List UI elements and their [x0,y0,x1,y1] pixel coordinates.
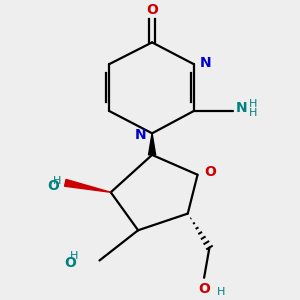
Text: H: H [249,108,257,118]
Polygon shape [148,133,156,155]
Text: O: O [204,165,216,179]
Text: N: N [236,101,247,115]
Text: H: H [217,287,225,297]
Text: O: O [64,256,76,270]
Text: N: N [199,56,211,70]
Text: O: O [146,3,158,17]
Text: O: O [198,282,210,296]
Polygon shape [64,179,111,192]
Text: O: O [47,179,59,193]
Text: H: H [249,99,257,109]
Text: H: H [70,251,78,261]
Text: N: N [135,128,147,142]
Text: H: H [52,176,61,185]
